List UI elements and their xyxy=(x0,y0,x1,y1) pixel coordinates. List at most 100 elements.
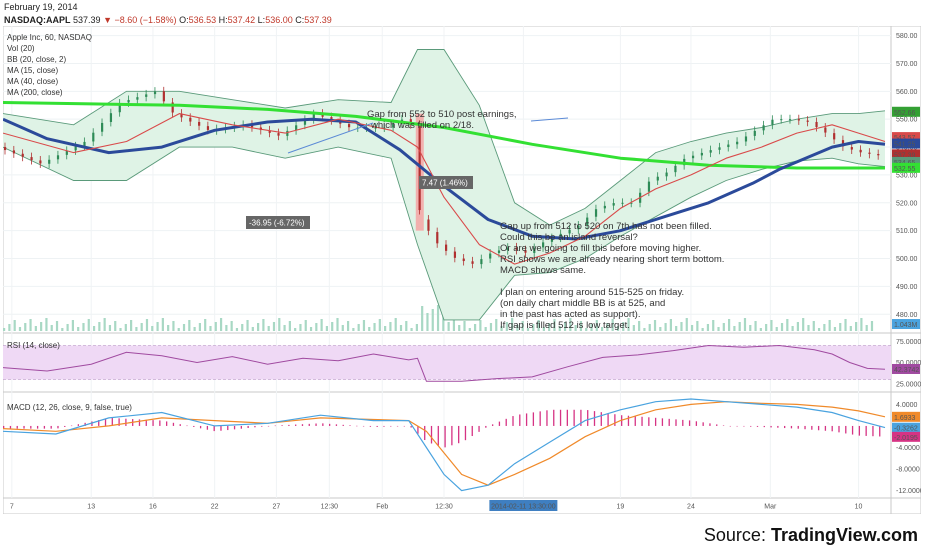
candle-body[interactable] xyxy=(718,147,721,150)
candle-body[interactable] xyxy=(330,117,333,121)
candle-body[interactable] xyxy=(180,113,183,118)
candle-body[interactable] xyxy=(409,119,412,125)
candle-body[interactable] xyxy=(577,225,580,230)
ma15-line[interactable] xyxy=(3,113,886,265)
candle-body[interactable] xyxy=(771,119,774,125)
candle-body[interactable] xyxy=(453,251,457,258)
candle-body[interactable] xyxy=(101,122,104,132)
candle-body[interactable] xyxy=(603,205,606,209)
ma200-line[interactable] xyxy=(3,101,885,170)
macd-panel[interactable]: MACD (12, 26, close, 9, false, true) xyxy=(3,398,886,492)
candle-body[interactable] xyxy=(48,159,51,164)
candle-body[interactable] xyxy=(612,203,615,206)
candle-body[interactable] xyxy=(489,253,492,259)
candle-body[interactable] xyxy=(656,176,659,181)
candle-body[interactable] xyxy=(30,157,33,161)
candle-body[interactable] xyxy=(515,247,518,250)
candle-body[interactable] xyxy=(462,258,465,262)
candle-body[interactable] xyxy=(471,261,474,264)
candle-body[interactable] xyxy=(39,160,42,164)
candle-body[interactable] xyxy=(277,133,280,136)
candle-body[interactable] xyxy=(868,152,871,154)
symbol[interactable]: NASDAQ:AAPL xyxy=(4,15,71,25)
candle-body[interactable] xyxy=(312,114,315,120)
candle-body[interactable] xyxy=(118,103,121,113)
candle-body[interactable] xyxy=(445,244,448,251)
candle-body[interactable] xyxy=(647,181,651,192)
candle-body[interactable] xyxy=(559,233,562,238)
candle-body[interactable] xyxy=(736,141,739,145)
candle-body[interactable] xyxy=(524,250,527,253)
candle-body[interactable] xyxy=(850,147,853,150)
candle-body[interactable] xyxy=(21,153,24,157)
candle-body[interactable] xyxy=(206,126,210,130)
candle-body[interactable] xyxy=(797,119,800,121)
candle-body[interactable] xyxy=(542,242,545,248)
candle-body[interactable] xyxy=(74,146,77,151)
candle-body[interactable] xyxy=(841,140,845,147)
macd-histogram-bar xyxy=(3,425,5,429)
candle-body[interactable] xyxy=(550,238,554,242)
candle-body[interactable] xyxy=(92,132,95,142)
candle-body[interactable] xyxy=(347,124,351,128)
candle-body[interactable] xyxy=(806,120,809,122)
candle-body[interactable] xyxy=(436,232,439,244)
volume-bar xyxy=(172,321,175,331)
candle-body[interactable] xyxy=(12,150,16,154)
candle-body[interactable] xyxy=(621,202,624,204)
candle-body[interactable] xyxy=(833,133,836,140)
candle-body[interactable] xyxy=(586,217,589,226)
candle-body[interactable] xyxy=(630,202,633,204)
candle-body[interactable] xyxy=(709,150,712,153)
candle-body[interactable] xyxy=(171,102,174,113)
candle-body[interactable] xyxy=(427,219,430,231)
candle-body[interactable] xyxy=(877,154,880,156)
candle-body[interactable] xyxy=(859,149,862,153)
candle-body[interactable] xyxy=(65,150,68,155)
candle-body[interactable] xyxy=(268,130,271,133)
volume-bar xyxy=(712,320,715,331)
candle-body[interactable] xyxy=(506,247,509,251)
candle-body[interactable] xyxy=(815,121,818,127)
chart-canvas[interactable]: Apple Inc, 60, NASDAQ Vol (20) BB (20, clo… xyxy=(3,26,921,514)
candle-body[interactable] xyxy=(762,125,765,131)
candle-body[interactable] xyxy=(480,259,483,265)
candle-body[interactable] xyxy=(568,229,571,234)
candle-body[interactable] xyxy=(145,94,148,97)
source-brand[interactable]: TradingView.com xyxy=(770,525,918,545)
candle-body[interactable] xyxy=(674,165,677,173)
candle-body[interactable] xyxy=(374,127,377,129)
candle-body[interactable] xyxy=(56,155,60,160)
candle-body[interactable] xyxy=(824,127,827,133)
candle-body[interactable] xyxy=(4,147,7,151)
candle-body[interactable] xyxy=(665,172,668,177)
candle-body[interactable] xyxy=(780,119,783,121)
candle-body[interactable] xyxy=(286,130,289,136)
candle-body[interactable] xyxy=(497,250,501,253)
candle-body[interactable] xyxy=(727,144,730,148)
rsi-panel[interactable]: RSI (14, close) xyxy=(3,341,891,382)
candle-body[interactable] xyxy=(162,91,165,102)
candle-body[interactable] xyxy=(153,91,157,95)
rsi-line[interactable] xyxy=(3,344,886,382)
candle-body[interactable] xyxy=(700,152,703,156)
candle-body[interactable] xyxy=(383,127,386,129)
candle-body[interactable] xyxy=(295,125,298,131)
candle-body[interactable] xyxy=(83,141,86,146)
candle-body[interactable] xyxy=(691,155,695,159)
ma40-line[interactable] xyxy=(3,117,886,241)
candle-body[interactable] xyxy=(303,119,307,125)
candle-body[interactable] xyxy=(189,117,192,122)
candle-body[interactable] xyxy=(788,119,792,121)
candle-body[interactable] xyxy=(127,99,130,103)
candle-body[interactable] xyxy=(533,247,536,253)
candle-body[interactable] xyxy=(136,97,139,100)
candle-body[interactable] xyxy=(198,121,201,126)
candle-body[interactable] xyxy=(109,113,113,122)
candle-body[interactable] xyxy=(250,124,254,128)
candle-body[interactable] xyxy=(594,209,598,217)
macd-line[interactable] xyxy=(3,398,886,492)
candle-body[interactable] xyxy=(753,130,756,136)
candle-body[interactable] xyxy=(392,123,395,128)
candle-body[interactable] xyxy=(744,136,748,142)
